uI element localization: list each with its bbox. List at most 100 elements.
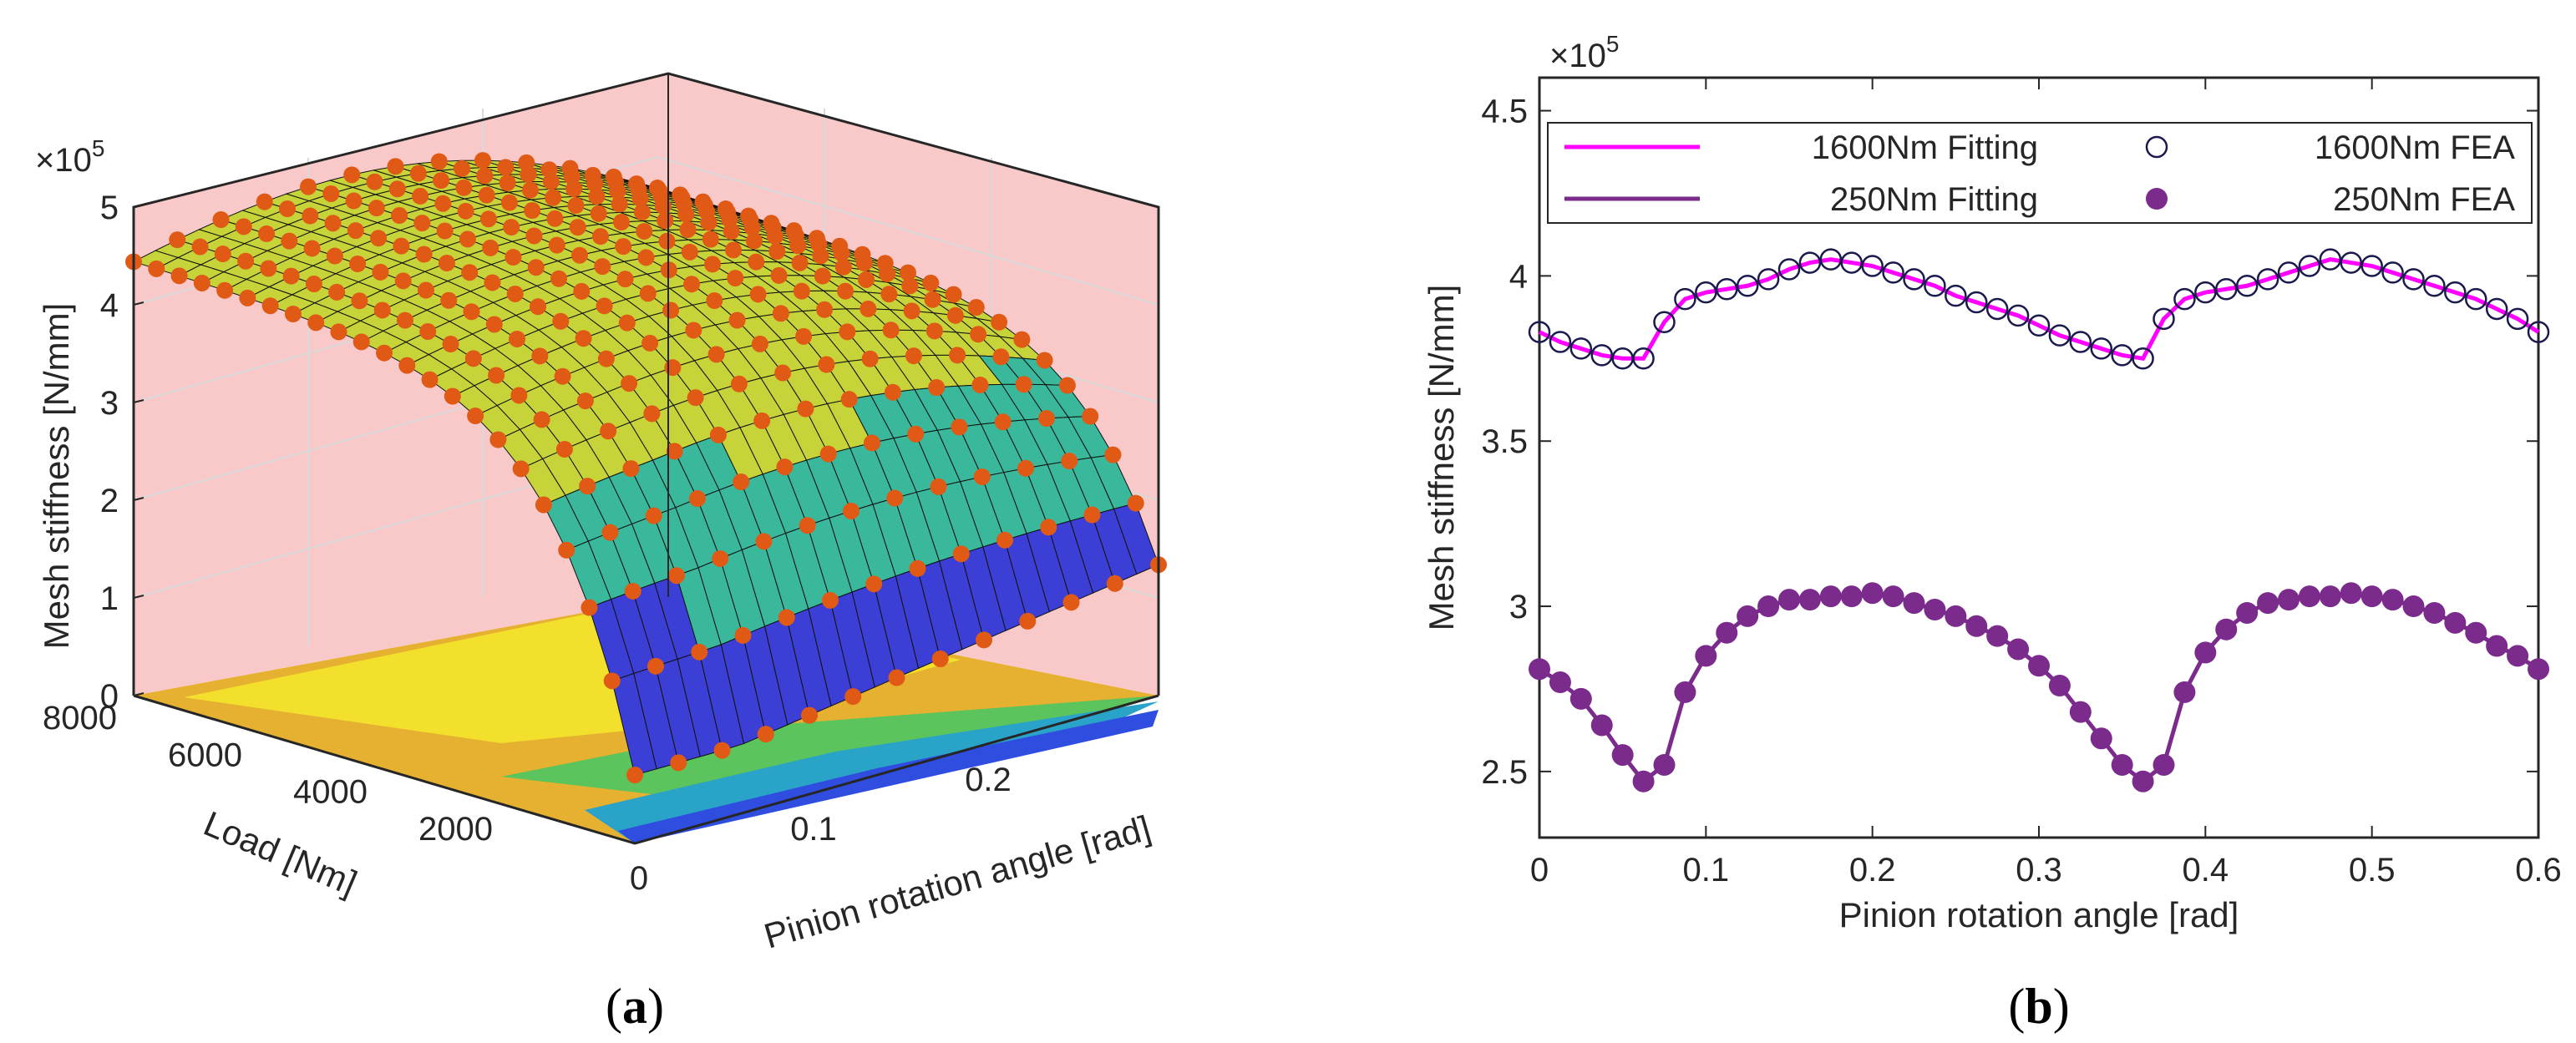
fea-point-1600 bbox=[1590, 344, 1613, 367]
fea-marker bbox=[391, 207, 408, 225]
fea-marker bbox=[459, 230, 476, 248]
fea-marker bbox=[558, 541, 576, 559]
fea-marker bbox=[170, 267, 188, 285]
fea-marker bbox=[436, 222, 454, 240]
fea-marker bbox=[645, 507, 662, 524]
fea-marker bbox=[533, 411, 550, 428]
y-axis-label: Mesh stiffness [N/mm] bbox=[1422, 285, 1461, 631]
fea-marker bbox=[1106, 575, 1123, 592]
fea-marker bbox=[464, 350, 482, 367]
z-axis-ticks: 0 1 2 3 4 5 bbox=[100, 190, 145, 715]
fea-marker bbox=[307, 314, 325, 332]
fea-marker bbox=[603, 672, 621, 690]
fea-marker bbox=[681, 243, 698, 261]
fea-point-250 bbox=[1529, 658, 1550, 681]
fea-marker bbox=[412, 187, 429, 205]
z-tick-label: 0 bbox=[100, 678, 119, 715]
fea-point-1600 bbox=[2423, 275, 2446, 297]
fea-marker bbox=[351, 292, 368, 310]
fea-marker bbox=[611, 195, 628, 213]
fea-point-250 bbox=[2381, 589, 2404, 611]
angle-tick-label: 0 bbox=[630, 860, 648, 897]
fea-marker bbox=[865, 575, 883, 593]
fea-marker bbox=[1017, 459, 1034, 477]
series-group bbox=[1528, 248, 2550, 792]
fea-point-250 bbox=[1653, 753, 1676, 776]
fea-marker bbox=[565, 180, 583, 198]
fea-point-1600 bbox=[2027, 314, 2051, 337]
fea-marker bbox=[842, 502, 860, 519]
legend-marker-1600-fea bbox=[2145, 135, 2168, 159]
fea-marker bbox=[633, 204, 651, 221]
fea-marker bbox=[946, 306, 964, 324]
fea-marker bbox=[239, 289, 256, 306]
fea-point-250 bbox=[2215, 618, 2238, 640]
fea-point-1600 bbox=[1549, 331, 1572, 353]
fea-marker bbox=[1040, 519, 1057, 536]
fea-point-1600 bbox=[2153, 307, 2175, 331]
fea-point-1600 bbox=[1695, 281, 1717, 304]
fea-point-250 bbox=[1840, 585, 1863, 608]
fea-marker bbox=[552, 312, 570, 330]
fea-marker bbox=[691, 643, 708, 661]
fea-marker bbox=[833, 245, 850, 262]
fea-point-250 bbox=[1882, 585, 1904, 608]
fea-marker bbox=[413, 215, 431, 232]
fea-point-250 bbox=[1737, 605, 1759, 627]
panel-a: 0 1 2 3 4 5 ×105 Mesh stiffness [N/mm] 8000 60… bbox=[35, 72, 1167, 1034]
fea-marker bbox=[440, 291, 458, 309]
fea-marker bbox=[258, 225, 276, 242]
fea-marker bbox=[730, 375, 748, 392]
legend-label-1600-fit: 1600Nm Fitting bbox=[1812, 129, 2038, 166]
fea-point-1600 bbox=[1716, 277, 1738, 301]
fea-marker bbox=[657, 212, 674, 230]
fea-marker bbox=[467, 408, 484, 425]
fea-marker bbox=[478, 186, 495, 204]
fea-marker bbox=[352, 333, 370, 351]
fea-marker bbox=[774, 364, 792, 382]
fea-point-250 bbox=[2465, 621, 2487, 644]
fea-point-1600 bbox=[1757, 268, 1780, 291]
fea-marker bbox=[396, 311, 413, 329]
x-axis-label: Pinion rotation angle [rad] bbox=[1839, 895, 2239, 934]
fea-marker bbox=[479, 210, 497, 228]
fea-marker bbox=[454, 159, 471, 177]
angle-axis-ticks: 0 0.1 0.2 bbox=[630, 762, 1012, 897]
fea-marker bbox=[797, 400, 814, 418]
z-tick-mark bbox=[133, 399, 145, 403]
stiffness-surface bbox=[125, 152, 1167, 784]
fea-point-250 bbox=[2194, 641, 2217, 664]
fea-marker bbox=[996, 531, 1013, 549]
fea-point-1600 bbox=[2090, 337, 2112, 360]
fea-marker bbox=[799, 517, 816, 534]
fea-point-250 bbox=[1674, 681, 1696, 703]
fea-marker bbox=[791, 254, 809, 271]
fea-point-1600 bbox=[2215, 277, 2238, 301]
fea-marker bbox=[618, 314, 636, 332]
fea-marker bbox=[812, 247, 829, 265]
fea-marker bbox=[461, 264, 479, 281]
fea-marker bbox=[212, 211, 230, 229]
fea-point-250 bbox=[2069, 701, 2092, 723]
fea-marker bbox=[581, 599, 598, 616]
fea-marker bbox=[148, 260, 165, 277]
fea-marker bbox=[664, 359, 682, 377]
fea-marker bbox=[586, 175, 604, 193]
fea-marker bbox=[793, 282, 810, 300]
fea-marker bbox=[499, 174, 516, 191]
fea-marker bbox=[900, 264, 916, 281]
fea-marker bbox=[328, 283, 346, 301]
fea-point-1600 bbox=[1965, 291, 1988, 314]
fea-marker bbox=[647, 657, 664, 675]
y-axis-ticks: 2.5 3 3.5 4 4.5 bbox=[1481, 94, 2538, 791]
fea-marker bbox=[745, 232, 763, 250]
fea-marker bbox=[433, 172, 450, 190]
fea-marker bbox=[641, 334, 659, 352]
fea-marker bbox=[861, 350, 879, 367]
fea-marker bbox=[685, 322, 702, 339]
fea-marker bbox=[376, 344, 393, 362]
fea-marker bbox=[971, 376, 989, 393]
fea-point-1600 bbox=[1840, 251, 1863, 274]
fea-point-250 bbox=[2257, 592, 2279, 615]
fea-marker bbox=[1036, 352, 1053, 369]
